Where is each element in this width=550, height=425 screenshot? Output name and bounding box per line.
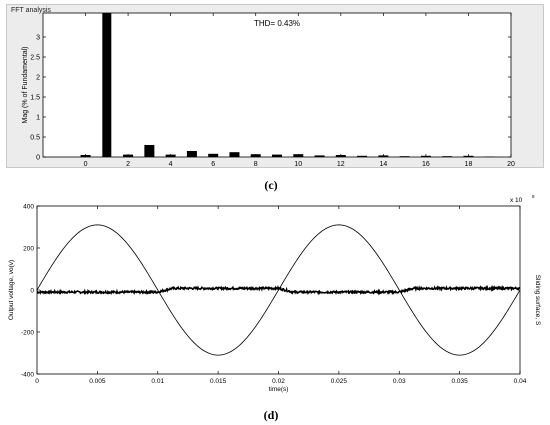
fft-x-tick-label: 20 [507, 161, 515, 167]
time-x-tick-label: 0.015 [210, 378, 227, 385]
fft-x-tick-label: 16 [422, 161, 430, 167]
fft-x-tick-label: 2 [126, 161, 130, 167]
time-y-tick-label: 0 [30, 288, 34, 295]
fft-x-tick-label: 4 [169, 161, 173, 167]
time-x-tick-label: 0.02 [272, 378, 285, 385]
fft-y-tick-label: 1 [36, 115, 40, 122]
fft-y-axis-label: Mag (% of Fundamental) [22, 46, 29, 123]
time-x-tick-label: 0.03 [393, 378, 406, 385]
time-y-tick-label: 400 [23, 204, 34, 211]
fft-x-tick-label: 14 [379, 161, 387, 167]
fft-y-tick-label: 3 [36, 35, 40, 42]
fft-plot-area [42, 12, 512, 158]
time-x-tick-label: 0.035 [451, 378, 468, 385]
time-y-axis-label: Output voltage, vo(v) [8, 260, 15, 320]
time-y-tick-label: 200 [23, 246, 34, 253]
fft-bar [186, 151, 197, 157]
output-voltage-chart: 0 0.005 0.01 0.015 0.02 0.025 0.03 0.035 0.04 -40… [8, 194, 541, 393]
time-y-tick-label: -200 [21, 330, 34, 337]
time-y-tick-label: -400 [21, 372, 34, 379]
time-x-tick-label: 0.01 [151, 378, 164, 385]
time-x-tick-label: 0 [35, 378, 39, 385]
right-axis-exponent: x 10 [510, 197, 523, 204]
time-x-tick-label: 0.04 [514, 378, 527, 385]
fft-y-tick-label: 2 [36, 75, 40, 82]
fft-y-tick-label: 0 [36, 155, 40, 162]
sliding-surface-line [36, 284, 521, 296]
fft-x-tick-label: 10 [294, 161, 302, 167]
caption-c: (c) [264, 178, 278, 192]
time-x-tick-label: 0.005 [89, 378, 106, 385]
time-x-tick-label: 0.025 [331, 378, 348, 385]
fft-bar [272, 154, 282, 157]
fft-bar [399, 156, 410, 157]
time-x-axis-label: time(s) [269, 386, 289, 393]
fft-y-tick-label: 2.5 [30, 55, 40, 62]
sliding-surface-axis-label: Sliding surface, S [534, 275, 541, 326]
fft-analysis-panel: FFT analysis THD= 0.43% 0 2 4 6 8 10 12 14 16 18 20… [6, 4, 544, 168]
fft-bar-chart: THD= 0.43% 0 2 4 6 8 10 12 14 16 18 20 0 0.5 1 1.5 2 2.5 3… [22, 12, 515, 167]
fft-x-tick-label: 6 [211, 161, 215, 167]
fft-bar [314, 155, 325, 157]
fft-x-tick-label: 18 [465, 161, 473, 167]
fft-x-tick-label: 8 [254, 161, 258, 167]
fft-bar [144, 145, 155, 157]
fft-window-title: FFT analysis [11, 7, 51, 14]
fft-x-tick-label: 0 [84, 161, 88, 167]
fft-y-tick-label: 1.5 [30, 95, 40, 102]
fft-bar [442, 156, 453, 157]
caption-d: (d) [263, 408, 279, 422]
fft-bar [357, 155, 368, 157]
fft-bar [229, 152, 240, 157]
right-axis-exponent-power: 8 [532, 194, 535, 199]
fft-chart-title: THD= 0.43% [254, 19, 300, 28]
fft-bar [102, 13, 112, 157]
fft-y-tick-label: 0.5 [30, 135, 40, 142]
fft-x-tick-label: 12 [337, 161, 345, 167]
